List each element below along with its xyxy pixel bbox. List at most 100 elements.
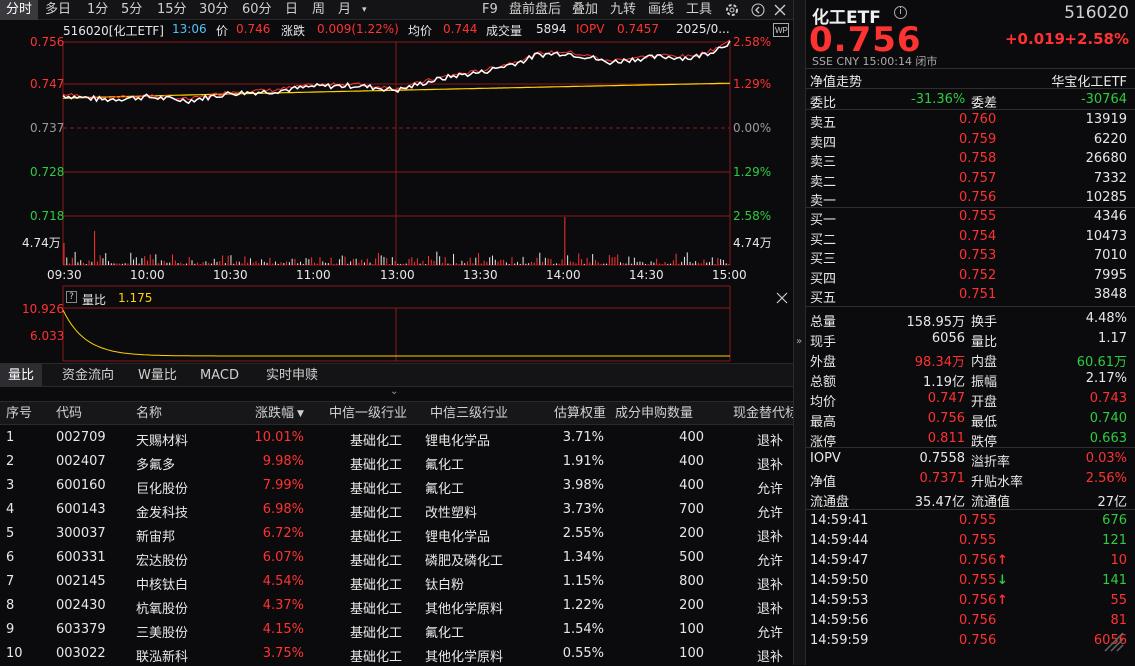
col-creation-qty[interactable]: 成分申购数量 — [615, 406, 694, 421]
iopv-label: IOPV — [576, 22, 605, 36]
fund-title: 化工ETF — [812, 8, 881, 28]
creation-qty: 400 — [679, 478, 704, 493]
stock-weight: 3.71% — [562, 430, 604, 445]
back-arrow-icon[interactable] — [751, 3, 765, 23]
bids-price[interactable]: 0.753 — [959, 248, 997, 263]
table-row[interactable]: 9 603379 三美股份 4.15% 基础化工 氟化工 1.54% 100 允许 — [0, 618, 793, 642]
asks-price[interactable]: 0.758 — [959, 151, 997, 166]
tools-button[interactable]: 工具 — [686, 2, 713, 17]
asks-price[interactable]: 0.759 — [959, 131, 997, 147]
stock-name: 杭氧股份 — [136, 602, 189, 617]
settings-gear-icon[interactable] — [724, 2, 740, 22]
asks-price[interactable]: 0.756 — [959, 190, 997, 205]
col-code[interactable]: 代码 — [56, 406, 83, 421]
nav-trend-link[interactable]: 净值走势 — [810, 75, 863, 90]
info-icon[interactable]: i — [894, 6, 907, 19]
tab-month[interactable]: 月 — [338, 2, 352, 17]
panel-divider[interactable]: » — [793, 0, 806, 665]
more-dropdown-icon[interactable]: ▾ — [362, 5, 367, 15]
tab-fund-flow[interactable]: 资金流向 — [62, 368, 115, 383]
axis-vol-right: 4.74万 — [733, 236, 772, 250]
industry-1: 基础化工 — [350, 554, 403, 569]
table-row[interactable]: 4 600143 金发科技 6.98% 基础化工 改性塑料 3.73% 700 允许 — [0, 498, 793, 522]
tab-15min[interactable]: 15分 — [157, 2, 187, 17]
col-name[interactable]: 名称 — [136, 406, 163, 421]
expand-arrow-icon[interactable]: » — [796, 336, 803, 347]
asks-volume: 10285 — [1085, 190, 1127, 205]
industry-3: 锂电化学品 — [425, 434, 491, 449]
close-icon[interactable] — [774, 4, 786, 24]
stat-value: 1.17 — [1098, 331, 1127, 346]
quote-price: 0.746 — [236, 22, 271, 36]
col-cash-substitute[interactable]: 现金替代标 — [733, 406, 799, 421]
table-row[interactable]: 6 600331 宏达股份 6.07% 基础化工 磷肥及磷化工 1.34% 500 允许 — [0, 546, 793, 570]
stat-label: 现手 — [810, 335, 837, 350]
tick-volume: 10 — [1110, 553, 1127, 568]
quote-volume: 5894 — [536, 22, 567, 36]
quote-date: 2025/0... — [676, 22, 730, 36]
asks-price[interactable]: 0.757 — [959, 170, 997, 186]
stock-code: 002430 — [56, 598, 106, 613]
table-row[interactable]: 1 002709 天赐材料 10.01% 基础化工 锂电化学品 3.71% 400 退补 — [0, 426, 793, 450]
tab-1min[interactable]: 1分 — [87, 2, 109, 17]
col-index[interactable]: 序号 — [6, 406, 33, 421]
stat-value: 2.56% — [1085, 471, 1127, 486]
industry-1: 基础化工 — [350, 434, 403, 449]
stock-weight: 1.91% — [562, 454, 604, 469]
stock-change: 4.15% — [262, 622, 304, 637]
tick-price: 0.756 — [959, 593, 997, 608]
col-change[interactable]: 涨跌幅 — [255, 406, 295, 421]
fund-code: 516020 — [1064, 3, 1129, 23]
bids-price[interactable]: 0.754 — [959, 228, 997, 244]
f9-button[interactable]: F9 — [482, 2, 498, 17]
bids-price[interactable]: 0.751 — [959, 287, 997, 302]
tab-5min[interactable]: 5分 — [121, 2, 143, 17]
resize-handle-icon[interactable] — [1101, 629, 1125, 653]
tab-w-volume-ratio[interactable]: W量比 — [138, 368, 177, 383]
time-tick-1000: 10:00 — [130, 268, 165, 282]
wp-icon[interactable]: WP — [773, 23, 789, 37]
table-row[interactable]: 5 300037 新宙邦 6.72% 基础化工 锂电化学品 2.55% 200 退补 — [0, 522, 793, 546]
stat-label: 流通盘 — [810, 495, 850, 510]
table-row[interactable]: 3 600160 巨化股份 7.99% 基础化工 氟化工 3.98% 400 允许 — [0, 474, 793, 498]
industry-1: 基础化工 — [350, 506, 403, 521]
tab-realtime-subscription[interactable]: 实时申赎 — [266, 368, 319, 383]
bids-label: 买四 — [810, 271, 837, 287]
table-row[interactable]: 10 003022 联泓新科 3.75% 基础化工 其他化学原料 0.55% 100 退补 — [0, 642, 793, 666]
constituents-table-header: 序号 代码 名称 涨跌幅 ▼ 中信一级行业 中信三级行业 估算权重 成分申购数量… — [0, 401, 798, 425]
stat-value: 0.03% — [1085, 451, 1127, 466]
col-industry-1[interactable]: 中信一级行业 — [329, 406, 408, 421]
table-row[interactable]: 2 002407 多氟多 9.98% 基础化工 氟化工 1.91% 400 退补 — [0, 450, 793, 474]
col-industry-3[interactable]: 中信三级行业 — [430, 406, 509, 421]
tab-macd[interactable]: MACD — [200, 368, 239, 383]
tab-60min[interactable]: 60分 — [242, 2, 272, 17]
sub-chart-close-icon[interactable] — [776, 292, 788, 304]
tab-day[interactable]: 日 — [285, 2, 299, 17]
stock-weight: 1.54% — [562, 622, 604, 637]
help-icon[interactable]: ? — [66, 291, 77, 303]
stock-code: 600331 — [56, 550, 106, 565]
nine-turn-button[interactable]: 九转 — [610, 2, 637, 17]
draw-line-button[interactable]: 画线 — [648, 2, 675, 17]
tab-volume-ratio[interactable]: 量比 — [0, 364, 43, 387]
tab-intraday[interactable]: 分时 — [0, 0, 38, 20]
tab-week[interactable]: 周 — [312, 2, 326, 17]
col-weight[interactable]: 估算权重 — [554, 406, 607, 421]
bids-price[interactable]: 0.755 — [959, 209, 997, 224]
collapse-chevron-icon[interactable]: ⌄ — [390, 386, 399, 397]
bids-price[interactable]: 0.752 — [959, 267, 997, 283]
pre-post-button[interactable]: 盘前盘后 — [509, 2, 562, 17]
overlay-button[interactable]: 叠加 — [572, 2, 599, 17]
sort-desc-icon[interactable]: ▼ — [297, 409, 304, 419]
intraday-chart[interactable] — [0, 38, 793, 363]
last-price: 0.756 — [809, 20, 922, 60]
stock-change: 9.98% — [262, 454, 304, 469]
table-row[interactable]: 7 002145 中核钛白 4.54% 基础化工 钛白粉 1.15% 800 退补 — [0, 570, 793, 594]
table-row[interactable]: 8 002430 杭氧股份 4.37% 基础化工 其他化学原料 1.22% 200 退补 — [0, 594, 793, 618]
stock-name: 中核钛白 — [136, 578, 189, 593]
tab-multiday[interactable]: 多日 — [45, 2, 72, 17]
tab-30min[interactable]: 30分 — [199, 2, 229, 17]
asks-price[interactable]: 0.760 — [959, 112, 997, 127]
time-tick-1430: 14:30 — [629, 268, 664, 282]
average-price-line — [62, 82, 731, 99]
